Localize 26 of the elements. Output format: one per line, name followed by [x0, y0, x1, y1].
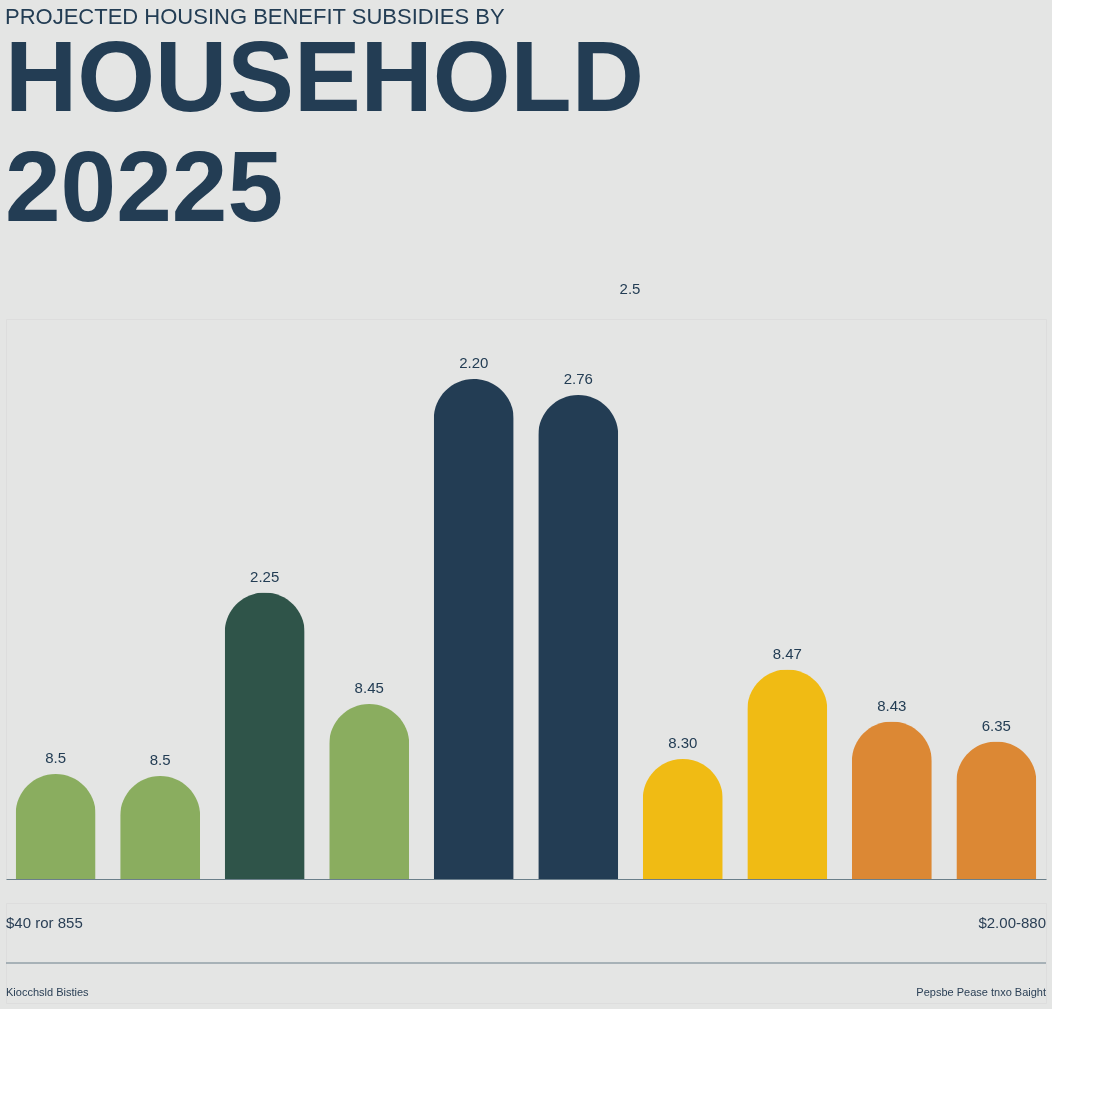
- bar: [433, 379, 514, 879]
- annotation: 8.43: [877, 696, 907, 714]
- text: 2.5: [619, 280, 641, 297]
- text: 2.20: [459, 354, 489, 371]
- bar: [120, 776, 201, 879]
- annotation: 8.5: [45, 749, 67, 766]
- bar: [329, 704, 410, 879]
- text: 20225: [5, 129, 284, 242]
- text: Pepsbe Pease tnxo Baight: [916, 986, 1046, 998]
- text: $40 ror 855: [6, 914, 83, 931]
- bar: [538, 395, 619, 879]
- bar: [851, 721, 932, 879]
- text: $2.00-880: [978, 914, 1046, 931]
- annotation: 8.30: [668, 734, 698, 751]
- annotation: 2.76: [563, 370, 593, 387]
- annotation: 2.25: [250, 567, 280, 585]
- annotation: 8.47: [772, 644, 802, 662]
- bar: [747, 669, 828, 879]
- text: Kiocchsld Bisties: [6, 986, 90, 998]
- bar: [956, 741, 1037, 879]
- annotation: 8.45: [354, 679, 384, 696]
- bar: [224, 592, 305, 879]
- annotation: 8.5: [149, 751, 171, 768]
- bar: [15, 774, 96, 879]
- bar: [642, 759, 723, 879]
- annotation: 6.35: [981, 716, 1011, 734]
